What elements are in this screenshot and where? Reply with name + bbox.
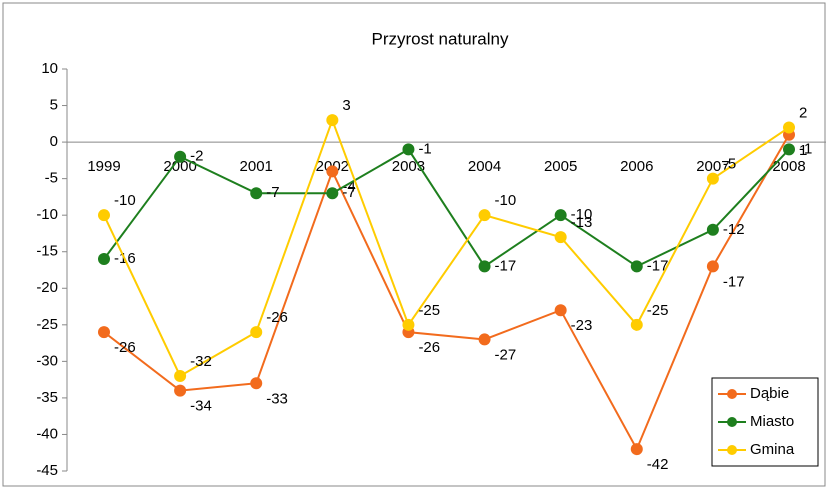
data-label: -5: [723, 156, 736, 173]
point: [478, 333, 491, 346]
point: [250, 187, 263, 200]
data-label: -1: [418, 140, 431, 157]
legend-marker: [727, 445, 737, 455]
data-label: -26: [418, 339, 440, 356]
data-label: -34: [190, 398, 212, 415]
data-label: -25: [418, 302, 440, 319]
x-tick-label: 2006: [620, 158, 653, 175]
legend-label: Gmina: [750, 441, 795, 458]
data-label: -2: [190, 148, 203, 165]
point: [630, 318, 643, 331]
data-label: -7: [266, 184, 279, 201]
point: [250, 377, 263, 390]
x-tick-label: 1999: [87, 158, 120, 175]
point: [326, 114, 339, 127]
y-tick-label: -45: [36, 462, 58, 479]
y-tick-label: -5: [45, 170, 58, 187]
point: [326, 187, 339, 200]
data-label: -10: [114, 192, 136, 209]
data-label: -1: [799, 140, 812, 157]
legend-label: Dąbie: [750, 385, 789, 402]
point: [554, 209, 567, 222]
point: [98, 253, 110, 266]
point: [174, 369, 187, 382]
y-tick-label: 0: [50, 133, 58, 150]
x-tick-label: 2005: [544, 158, 577, 175]
data-label: -23: [571, 317, 593, 334]
y-tick-label: -30: [36, 352, 58, 369]
data-label: -17: [647, 257, 669, 274]
point: [98, 326, 110, 339]
y-tick-label: -20: [36, 279, 58, 296]
series-line: [103, 117, 790, 378]
point: [706, 260, 719, 273]
point: [630, 443, 643, 456]
data-label: -27: [495, 346, 517, 363]
point: [250, 326, 263, 339]
point: [174, 384, 187, 397]
point: [706, 223, 719, 236]
y-tick-label: -40: [36, 425, 58, 442]
point: [478, 209, 491, 222]
point: [783, 121, 795, 134]
x-tick-label: 2001: [240, 158, 273, 175]
point: [98, 209, 110, 222]
point: [783, 143, 795, 156]
point: [554, 304, 567, 317]
data-label: -13: [571, 214, 593, 231]
data-label: 1: [799, 142, 807, 159]
data-label: -42: [647, 456, 669, 473]
x-tick-label: 2004: [468, 158, 501, 175]
y-tick-label: -25: [36, 316, 58, 333]
legend-marker: [727, 389, 737, 399]
data-label: -17: [723, 273, 745, 290]
y-tick-label: -15: [36, 243, 58, 260]
legend-marker: [727, 417, 737, 427]
data-label: -33: [266, 390, 288, 407]
point: [478, 260, 491, 273]
data-label: -10: [571, 206, 593, 223]
y-tick-label: -10: [36, 206, 58, 223]
y-tick-label: -35: [36, 389, 58, 406]
legend-label: Miasto: [750, 413, 794, 430]
y-tick-label: 10: [41, 60, 58, 77]
series-line: [103, 134, 790, 452]
point: [554, 231, 567, 244]
x-tick-label: 2007: [696, 158, 729, 175]
point: [402, 143, 415, 156]
point: [174, 150, 187, 163]
data-label: -26: [266, 309, 288, 326]
series-line: [103, 148, 790, 268]
point: [630, 260, 643, 273]
data-label: -12: [723, 221, 745, 238]
chart-title: Przyrost naturalny: [372, 29, 509, 48]
x-tick-label: 2000: [163, 158, 196, 175]
data-label: -25: [647, 302, 669, 319]
data-label: -10: [495, 192, 517, 209]
y-tick-label: 5: [50, 97, 58, 114]
data-label: -7: [342, 184, 355, 201]
data-label: -17: [495, 257, 517, 274]
point: [706, 172, 719, 185]
data-label: 2: [799, 104, 807, 121]
data-label: -26: [114, 339, 136, 356]
point: [402, 318, 415, 331]
data-label: 3: [342, 97, 350, 114]
data-label: -32: [190, 353, 212, 370]
x-tick-label: 2008: [772, 158, 805, 175]
point: [326, 165, 339, 178]
